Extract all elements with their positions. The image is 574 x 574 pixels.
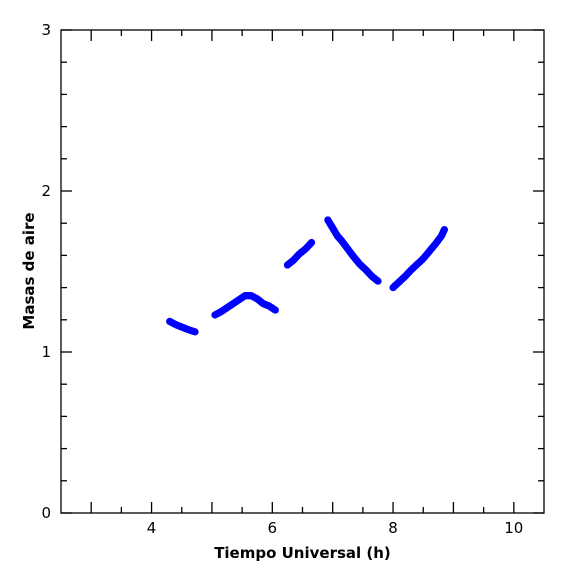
data-point [191,328,199,336]
x-axis-title: Tiempo Universal (h) [214,544,391,562]
axis-ticks [61,29,544,514]
y-tick-label: 0 [41,504,51,522]
data-point [307,238,316,247]
data-points [166,216,448,336]
data-point [374,277,382,285]
y-tick-label: 2 [41,182,51,200]
y-axis-title: Masas de aire [20,212,38,329]
x-tick-label: 10 [504,519,523,537]
x-tick-label: 4 [147,519,157,537]
data-point [440,226,448,234]
x-tick-label: 8 [388,519,398,537]
y-tick-label: 1 [41,343,51,361]
y-tick-label: 3 [41,21,51,39]
data-point [271,306,279,314]
plot-frame [60,29,545,514]
x-tick-label: 6 [268,519,278,537]
tick-labels: 4 6 8 10 0 1 2 3 [41,21,523,537]
